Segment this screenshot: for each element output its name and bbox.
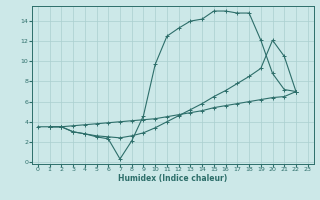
X-axis label: Humidex (Indice chaleur): Humidex (Indice chaleur) [118,174,228,183]
